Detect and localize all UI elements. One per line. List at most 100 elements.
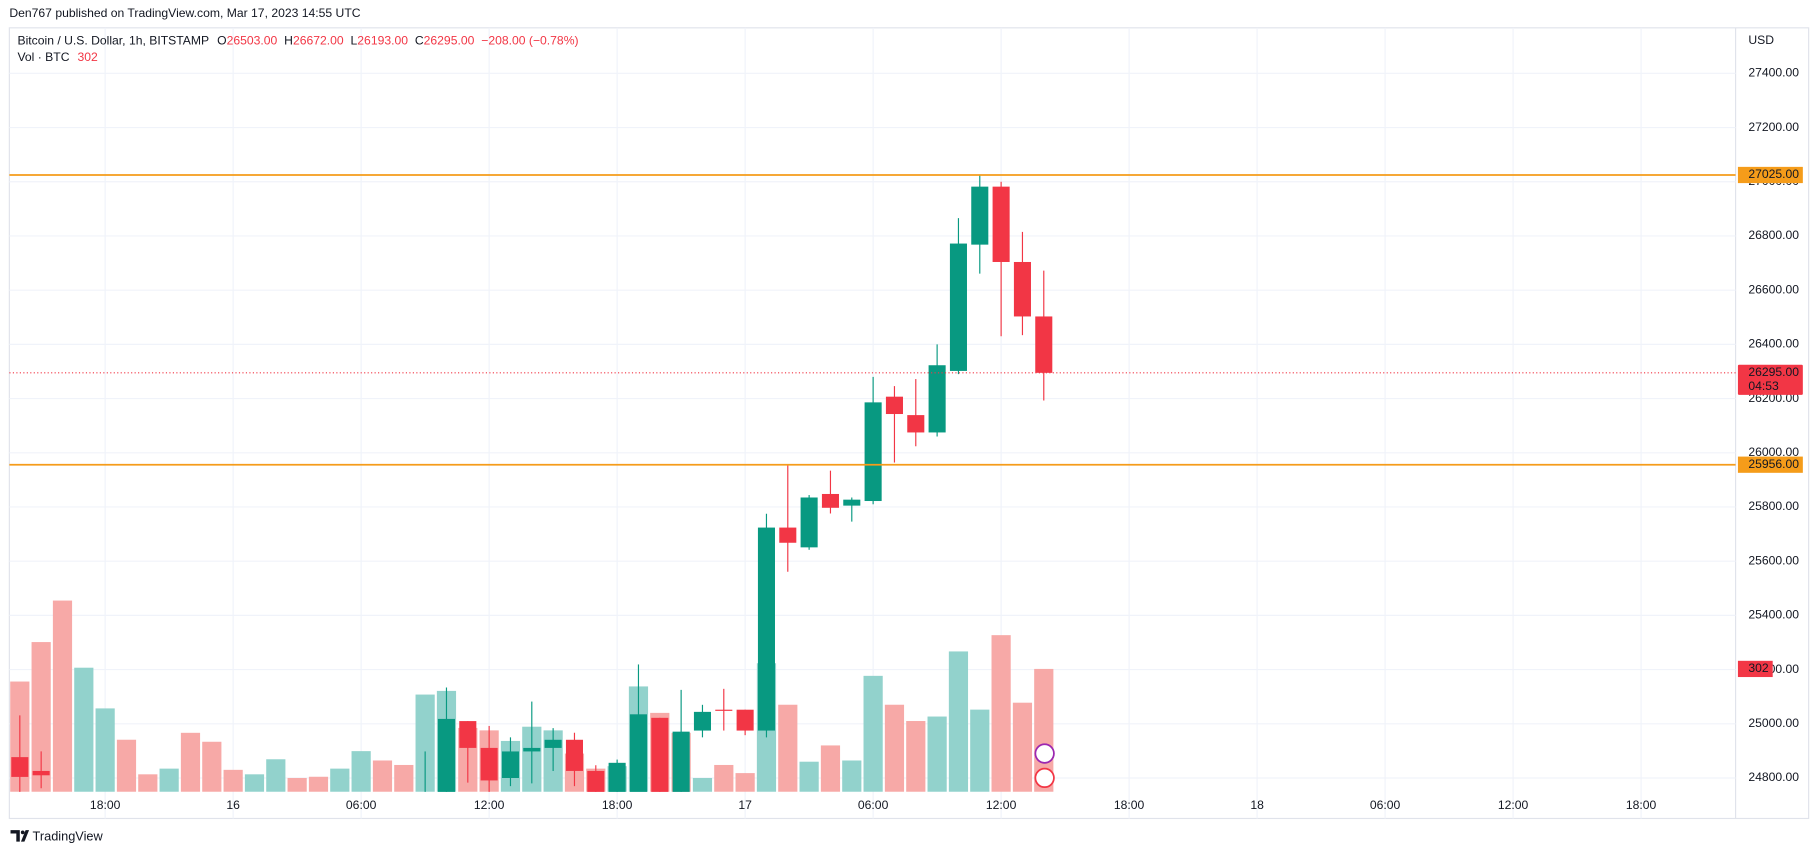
candle-body [523, 747, 541, 752]
volume-bar [138, 774, 158, 792]
volume-bar [116, 739, 137, 792]
volume-bar [159, 768, 179, 792]
candle-body [1035, 316, 1053, 373]
candle-body [864, 402, 882, 502]
volume-bar [287, 777, 307, 792]
volume-bar [778, 704, 798, 792]
footer-brand: TradingView [33, 828, 104, 843]
candle-body [11, 757, 29, 777]
x-tick-label: 12:00 [1498, 798, 1529, 812]
candle-body [587, 770, 605, 792]
event-icon [1034, 767, 1055, 789]
volume-bar [863, 675, 883, 792]
legend-value: 26503.00 [227, 34, 278, 48]
y-tick-label: 25000.00 [1748, 716, 1799, 730]
candle-body [1013, 261, 1031, 317]
publish-header: Den767 published on TradingView.com, Mar… [9, 6, 360, 20]
candle-body [757, 527, 775, 731]
candle-body [693, 711, 711, 731]
candle-body [907, 415, 925, 433]
y-tick-label: 24800.00 [1748, 770, 1799, 784]
volume-bar [394, 764, 414, 792]
x-tick-label: 06:00 [1370, 798, 1401, 812]
volume-label-box [1737, 660, 1773, 678]
x-tick-label: 12:00 [986, 798, 1017, 812]
candle-body [608, 762, 626, 792]
candle-body [715, 709, 733, 711]
volume-bar [308, 776, 329, 792]
candle-body [885, 396, 903, 415]
volume-bar [970, 709, 990, 792]
volume-bar [884, 704, 905, 792]
level-label-box [1737, 166, 1803, 184]
y-tick-label: 27400.00 [1748, 66, 1799, 80]
legend-value: 26672.00 [293, 34, 344, 48]
legend-key: O [217, 34, 226, 48]
x-tick-label: 18:00 [602, 798, 633, 812]
volume-bar [330, 768, 350, 792]
volume-bar [74, 667, 94, 792]
volume-bar [927, 716, 947, 792]
candle-body [544, 739, 562, 748]
x-tick-label: 18:00 [1626, 798, 1657, 812]
candle-body [629, 714, 647, 792]
y-tick-label: 26800.00 [1748, 228, 1799, 242]
volume-bar [991, 635, 1011, 792]
candle-body [843, 499, 861, 506]
y-tick-label: 25800.00 [1748, 499, 1799, 513]
volume-legend-value: 302 [78, 50, 99, 64]
price-label: 26295.00 [1748, 365, 1799, 379]
candle-body [437, 718, 456, 792]
currency: USD [1748, 33, 1774, 47]
x-tick-label: 18:00 [1114, 798, 1145, 812]
candle-body [821, 493, 839, 508]
candle-body [800, 497, 818, 548]
x-tick-label: 16 [226, 798, 240, 812]
volume-bar [714, 764, 734, 792]
volume-bar [180, 732, 201, 792]
grid [9, 27, 1736, 819]
volume-title: Vol · BTC [17, 50, 69, 64]
x-tick-label: 12:00 [474, 798, 505, 812]
volume-bar [52, 600, 73, 792]
legend-key: C [415, 34, 424, 48]
volume-label: 302 [1748, 661, 1769, 675]
candle-body [672, 731, 690, 792]
candle-body [928, 365, 946, 433]
volume-bar [223, 769, 243, 792]
candle-body [949, 243, 967, 371]
level-label: 27025.00 [1748, 167, 1799, 181]
symbol: Bitcoin / U.S. Dollar, 1h, BITSTAMP [17, 34, 209, 48]
candle-body [565, 739, 583, 771]
volume-bar [351, 751, 371, 792]
level-label: 25956.00 [1748, 457, 1799, 471]
legend-value: 26295.00 [424, 34, 475, 48]
volume-bar [948, 651, 969, 792]
level-label-box [1737, 456, 1803, 473]
volume-bar [799, 761, 819, 792]
candle-body [736, 709, 754, 731]
volume-bar [820, 745, 841, 792]
volume-bar [906, 721, 926, 792]
y-tick-label: 26000.00 [1748, 445, 1799, 459]
x-tick-label: 18 [1250, 798, 1264, 812]
legend: Bitcoin / U.S. Dollar, 1h, BITSTAMP O265… [17, 34, 578, 48]
axes: 18:00 16 06:00 12:00 18:00 17 06:00 12:00 18:00 1… [9, 66, 1803, 812]
candle-body [971, 186, 989, 245]
candle-body [459, 721, 477, 748]
candle-body [651, 717, 669, 792]
candle-body [32, 770, 50, 776]
legend-key: L [351, 34, 358, 48]
volume-bar [244, 774, 265, 792]
y-tick-label: 27200.00 [1748, 120, 1799, 134]
volume-bar [842, 760, 862, 792]
candle-body [480, 747, 498, 781]
candle-body [992, 186, 1010, 262]
volume-bar [735, 773, 755, 792]
candles [11, 174, 1053, 792]
y-tick-label: 25600.00 [1748, 553, 1799, 567]
x-tick-label: 17 [738, 798, 752, 812]
candle-body [501, 751, 520, 778]
